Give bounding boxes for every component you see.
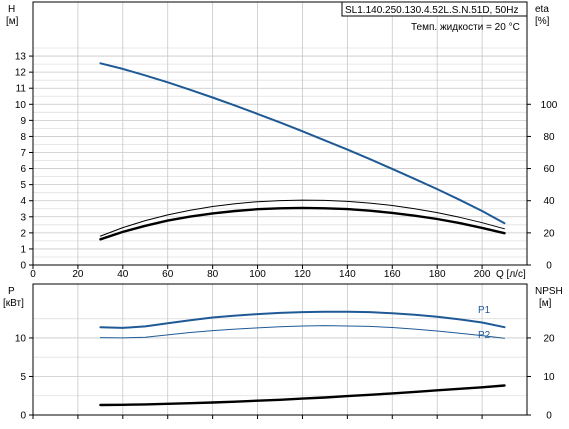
y2-tick-label: 0 bbox=[546, 411, 552, 422]
plot-frame-bottom bbox=[32, 283, 528, 416]
y-tick-label: 8 bbox=[20, 132, 26, 143]
y2-axis-label-npsh: NPSH bbox=[535, 286, 563, 297]
y2-tick-label: 10 bbox=[543, 372, 555, 383]
y-tick-label: 2 bbox=[20, 228, 26, 239]
y-tick-label: 13 bbox=[15, 52, 27, 63]
y-tick-label: 10 bbox=[15, 333, 27, 344]
y-axis-unit-head: [м] bbox=[6, 16, 19, 27]
y-axis-label-power: P bbox=[8, 286, 15, 297]
y-tick-label: 10 bbox=[15, 100, 27, 111]
y-tick-label: 4 bbox=[20, 196, 26, 207]
x-tick-label: 20 bbox=[72, 269, 84, 280]
x-tick-label: 0 bbox=[30, 269, 36, 280]
y2-tick-label: 60 bbox=[543, 164, 555, 175]
y2-axis-unit-efficiency: [%] bbox=[535, 16, 550, 27]
series-line-top-2 bbox=[99, 206, 506, 241]
title-box bbox=[341, 1, 528, 17]
series-layer bbox=[99, 62, 506, 407]
plot-frame-top bbox=[32, 1, 528, 266]
y-tick-label: 6 bbox=[20, 164, 26, 175]
y-tick-label: 9 bbox=[20, 116, 26, 127]
x-tick-label: 140 bbox=[339, 269, 356, 280]
series-label-p1: P1 bbox=[478, 305, 491, 316]
y-tick-label: 1 bbox=[20, 244, 26, 255]
y2-tick-label: 20 bbox=[543, 333, 555, 344]
y2-axis-unit-npsh: [м] bbox=[539, 298, 552, 309]
series-line-bottom-1 bbox=[99, 325, 505, 339]
y2-tick-label: 40 bbox=[543, 196, 555, 207]
y-tick-label: 5 bbox=[20, 180, 26, 191]
x-tick-label: 160 bbox=[384, 269, 401, 280]
series-line-top-1 bbox=[99, 199, 505, 237]
frame-layer bbox=[32, 1, 528, 416]
y-tick-label: 5 bbox=[20, 372, 26, 383]
y-tick-label: 11 bbox=[16, 84, 27, 95]
y-tick-label: 7 bbox=[20, 148, 26, 159]
x-axis-label: Q [л/с] bbox=[496, 269, 526, 280]
x-tick-label: 40 bbox=[117, 269, 129, 280]
y2-tick-label: 80 bbox=[543, 132, 555, 143]
series-line-top-0 bbox=[99, 62, 506, 225]
series-line-bottom-2 bbox=[99, 384, 506, 407]
x-tick-label: 80 bbox=[207, 269, 219, 280]
y-tick-label: 0 bbox=[20, 411, 26, 422]
chart-title: SL1.140.250.130.4.52L.S.N.51D, 50Hz bbox=[345, 5, 518, 16]
y-axis-unit-power: [кВт] bbox=[3, 298, 24, 309]
y2-tick-label: 100 bbox=[541, 100, 558, 111]
series-label-p2: P2 bbox=[478, 330, 491, 341]
y2-tick-label: 20 bbox=[543, 228, 555, 239]
series-line-bottom-0 bbox=[99, 310, 506, 329]
y2-tick-label: 0 bbox=[546, 261, 552, 272]
y-axis-label-head: H bbox=[8, 4, 15, 15]
x-tick-label: 60 bbox=[162, 269, 174, 280]
x-tick-label: 180 bbox=[429, 269, 446, 280]
y-tick-label: 12 bbox=[15, 68, 27, 79]
fluid-temperature-note: Темп. жидкости = 20 °C bbox=[411, 22, 520, 33]
y2-axis-label-efficiency: eta bbox=[535, 4, 549, 15]
x-tick-label: 200 bbox=[474, 269, 491, 280]
y-tick-label: 0 bbox=[20, 261, 26, 272]
x-tick-label: 120 bbox=[294, 269, 311, 280]
y-tick-label: 3 bbox=[20, 212, 26, 223]
x-tick-label: 100 bbox=[249, 269, 266, 280]
